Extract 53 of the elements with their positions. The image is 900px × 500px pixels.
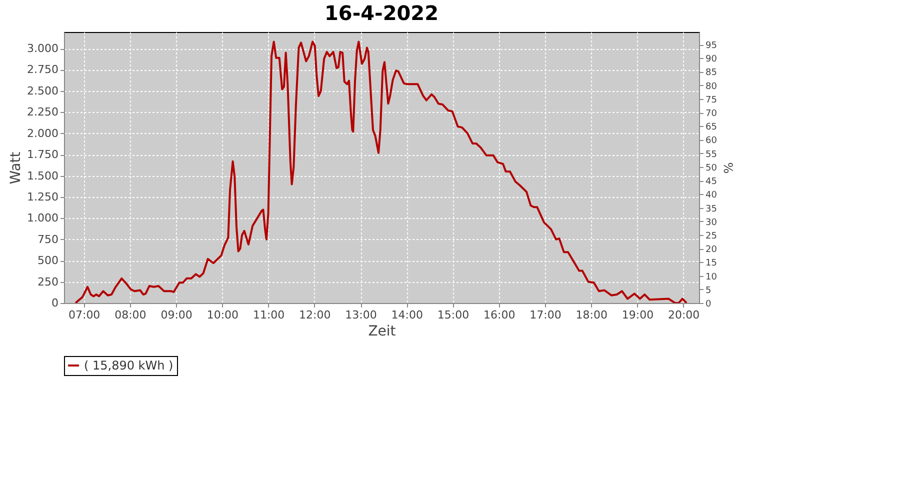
- y2-tick-label: 60: [706, 136, 718, 146]
- y-tick-label: 1.500: [27, 169, 58, 182]
- y2-tick-label: 15: [706, 258, 717, 269]
- y2-tick-label: 70: [706, 109, 718, 120]
- x-tick-label: 08:00: [114, 308, 146, 322]
- y-tick-label: 1.250: [27, 190, 58, 204]
- x-tick-label: 16:00: [484, 308, 516, 322]
- y-axis-title: Watt: [8, 151, 24, 184]
- y2-tick-label: 90: [706, 54, 718, 65]
- y2-tick-label: 30: [706, 218, 718, 228]
- x-tick-label: 20:00: [668, 308, 700, 322]
- y-tick-label: 250: [38, 275, 58, 288]
- x-axis-title: Zeit: [368, 324, 396, 340]
- y-tick-label: 2.250: [27, 106, 58, 119]
- y-tick-label: 2.500: [27, 84, 58, 98]
- y2-tick-label: 40: [706, 190, 718, 201]
- y2-tick-label: 50: [706, 163, 718, 174]
- y-tick-label: 1.000: [27, 212, 58, 225]
- y2-tick-label: 5: [706, 286, 712, 296]
- y2-tick-label: 0: [706, 300, 712, 310]
- x-tick-label: 18:00: [576, 308, 608, 322]
- y2-axis-title: %: [720, 162, 735, 174]
- x-tick-label: 17:00: [530, 308, 562, 322]
- y-tick-label: 500: [38, 254, 58, 268]
- x-tick-label: 11:00: [252, 308, 285, 322]
- y2-tick-label: 65: [706, 122, 717, 133]
- x-tick-label: 15:00: [437, 308, 470, 322]
- y2-tick-label: 95: [706, 41, 717, 52]
- x-tick-label: 19:00: [622, 308, 654, 322]
- y-tick-label: 0: [52, 296, 58, 310]
- x-tick-label: 07:00: [68, 308, 100, 322]
- x-tick-label: 14:00: [391, 308, 423, 322]
- line-series: [74, 40, 688, 303]
- y-tick-label: 750: [38, 232, 58, 246]
- x-tick-label: 09:00: [160, 308, 192, 322]
- y2-tick-label: 75: [706, 95, 717, 106]
- y2-tick-label: 80: [706, 82, 718, 92]
- chart-title: 16-4-2022: [324, 1, 439, 25]
- y2-tick-label: 55: [706, 150, 717, 160]
- y-tick-label: 2.750: [27, 63, 58, 76]
- y-tick-label: 3.000: [27, 42, 58, 56]
- y-tick-label: 1.750: [27, 148, 58, 162]
- y2-tick-label: 45: [706, 177, 717, 188]
- y2-tick-label: 25: [706, 231, 717, 242]
- y2-tick-label: 85: [706, 68, 717, 78]
- x-tick-label: 13:00: [345, 308, 377, 322]
- y-tick-label: 2.000: [27, 126, 58, 140]
- legend-label: ( 15,890 kWh ): [84, 358, 174, 372]
- y2-tick-label: 35: [706, 204, 717, 214]
- y2-tick-label: 10: [706, 272, 718, 282]
- x-tick-label: 12:00: [299, 308, 331, 322]
- x-tick-label: 10:00: [206, 308, 239, 322]
- y2-tick-label: 20: [706, 245, 718, 256]
